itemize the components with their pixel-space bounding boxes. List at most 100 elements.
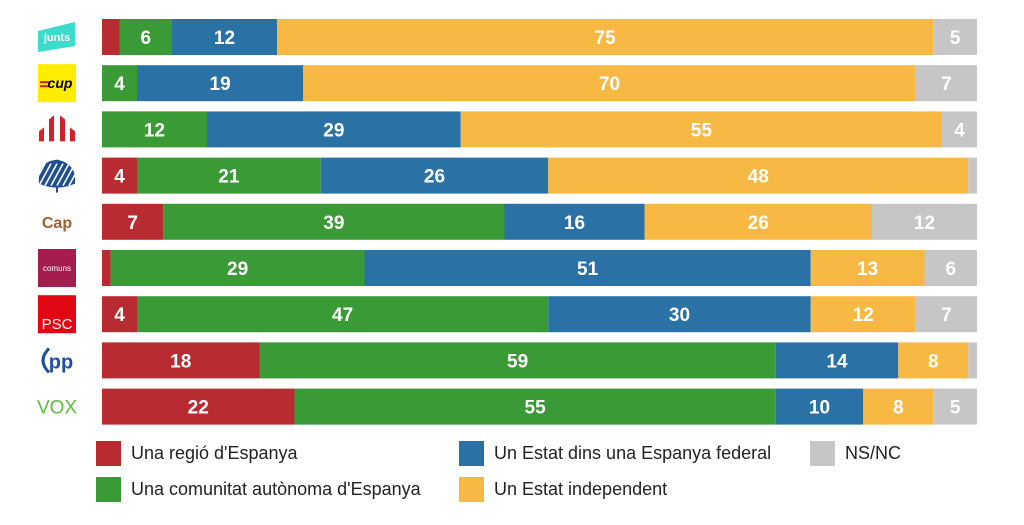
svg-text:comuns: comuns [43, 264, 71, 273]
bar-segment [277, 19, 934, 55]
bar-segment [810, 250, 925, 286]
bar-segment [548, 157, 969, 194]
legend-swatch-regio [96, 440, 121, 466]
legend-label-independent: Un Estat independent [494, 478, 668, 499]
bar-segment [898, 342, 969, 379]
data-label: 4 [114, 74, 125, 95]
bar-segment [320, 157, 549, 194]
data-label: 21 [218, 167, 240, 188]
data-label: 29 [227, 259, 248, 280]
data-label: 5 [950, 28, 961, 49]
bar-segment [364, 250, 811, 286]
data-label: 8 [928, 351, 939, 372]
bar-segment [915, 296, 977, 333]
data-label: 55 [691, 120, 713, 141]
legend-item-nsnc: NS/NC [810, 440, 901, 466]
svg-text:cup: cup [48, 75, 73, 91]
data-label: 59 [507, 351, 528, 372]
data-label: 12 [853, 305, 874, 326]
bar-row-junts: 6 12 75 5 [102, 19, 977, 55]
bar-segment [137, 65, 304, 102]
data-label: 12 [214, 28, 235, 49]
legend-label-comunitat: Una comunitat autònoma d'Espanya [131, 478, 421, 499]
data-label: 47 [332, 305, 353, 326]
comuns-logo: comuns [38, 249, 76, 287]
data-label: 12 [914, 213, 935, 234]
data-label: 39 [323, 213, 344, 234]
legend-swatch-federal [459, 440, 484, 466]
cup-logo: cup [38, 64, 76, 103]
bar-segment [110, 250, 365, 286]
bar-segment [172, 19, 277, 55]
bar-segment [942, 111, 977, 148]
svg-text:junts: junts [43, 32, 70, 44]
bar-segment [259, 342, 776, 379]
legend-label-federal: Un Estat dins una Espanya federal [494, 442, 772, 463]
bar-segment [102, 111, 207, 148]
legend-swatch-nsnc [810, 440, 835, 466]
data-label: 19 [210, 74, 231, 95]
bar-segment [775, 342, 899, 379]
data-label: 48 [748, 167, 769, 188]
bar-segment [968, 342, 977, 379]
bar-segment [102, 296, 137, 333]
legend-item-regio: Una regió d'Espanya [96, 440, 298, 466]
data-label: 8 [893, 398, 904, 419]
data-label: 26 [748, 213, 769, 234]
bar-segment [810, 296, 916, 333]
psc-logo: PSC [38, 295, 76, 334]
bar-row-cs: 7 39 16 26 12 [102, 203, 977, 240]
bar-row-alian-a-catalana: 4 21 26 48 [102, 157, 977, 194]
data-label: 4 [114, 167, 125, 188]
bar-segment [102, 157, 137, 194]
data-label: 10 [809, 398, 830, 419]
data-label: 51 [577, 259, 599, 280]
svg-text:Cap: Cap [42, 215, 72, 232]
bar-segment [644, 203, 872, 240]
data-label: 55 [525, 398, 547, 419]
party-logos: junts cup Cap comuns PSC pp VOX [32, 22, 82, 419]
data-label: 13 [857, 259, 878, 280]
legend-item-federal: Un Estat dins una Espanya federal [459, 440, 771, 466]
cap-logo: Cap [42, 215, 72, 232]
data-label: 18 [170, 351, 191, 372]
erc-logo [39, 115, 75, 142]
bar-row-cup: 4 19 70 7 [102, 65, 977, 102]
data-label: 12 [144, 120, 165, 141]
bar-segment [863, 388, 934, 425]
data-label: 26 [424, 167, 445, 188]
data-label: 16 [564, 213, 585, 234]
bar-row-comuns: 29 51 13 6 [102, 250, 977, 286]
bar-segment [294, 388, 776, 425]
bar-segment [924, 250, 977, 286]
bar-segment [460, 111, 942, 148]
legend-item-comunitat: Una comunitat autònoma d'Espanya [96, 476, 421, 502]
svg-text:PSC: PSC [42, 316, 73, 333]
bar-segment [102, 342, 260, 379]
bar-segment [968, 157, 977, 194]
alianca-catalana-logo [32, 159, 82, 193]
bar-row-vox: 22 55 10 8 5 [102, 388, 977, 425]
bar-segment [163, 203, 505, 240]
bar-segment [915, 65, 977, 102]
bar-segment [548, 296, 811, 333]
bar-segment [137, 157, 321, 194]
bar-segment [775, 388, 864, 425]
bar-segment [872, 203, 977, 240]
legend-label-nsnc: NS/NC [845, 442, 902, 463]
bar-segment [119, 19, 172, 55]
bar-segment [102, 65, 137, 102]
data-label: 7 [941, 74, 952, 95]
bar-segment [137, 296, 549, 333]
legend-item-independent: Un Estat independent [459, 476, 667, 502]
data-label: 6 [945, 259, 956, 280]
bar-segment [303, 65, 916, 102]
data-label: 29 [323, 120, 344, 141]
data-label: 4 [114, 305, 125, 326]
bar-segment [102, 388, 295, 425]
svg-text:pp: pp [49, 351, 73, 373]
legend-swatch-comunitat [96, 476, 121, 502]
data-label: 14 [826, 351, 848, 372]
bar-row-erc: 12 29 55 4 [102, 111, 977, 148]
